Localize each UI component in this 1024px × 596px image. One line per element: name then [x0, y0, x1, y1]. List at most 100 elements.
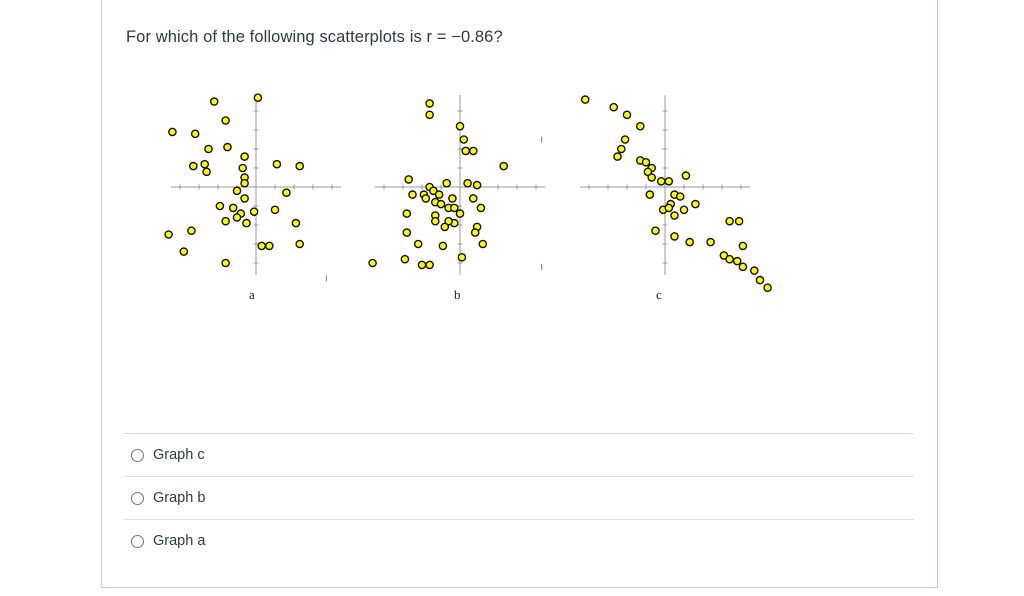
data-point: [242, 218, 251, 228]
data-point: [425, 260, 434, 270]
answer-option-graph-c[interactable]: Graph c: [124, 433, 914, 476]
data-point: [202, 167, 211, 177]
answer-option-graph-b[interactable]: Graph b: [124, 476, 914, 519]
data-point: [469, 194, 478, 203]
radio-button[interactable]: [131, 491, 144, 505]
data-point: [685, 237, 694, 247]
data-point: [295, 161, 304, 171]
data-point: [664, 203, 674, 213]
data-point: [282, 188, 291, 197]
data-point: [249, 207, 259, 216]
data-point: [209, 97, 219, 106]
data-point: [749, 266, 759, 275]
data-point: [440, 222, 450, 232]
data-point: [444, 216, 453, 226]
radio-button[interactable]: [131, 448, 144, 462]
radio-button[interactable]: [131, 534, 144, 548]
data-point: [253, 93, 263, 102]
data-point: [413, 239, 423, 249]
data-point: [732, 256, 742, 266]
data-point: [429, 186, 438, 196]
data-point: [402, 209, 412, 218]
data-point: [636, 121, 645, 131]
data-point: [651, 226, 660, 235]
data-point: [404, 175, 414, 184]
data-point: [643, 167, 653, 177]
data-point: [725, 254, 734, 264]
data-point: [499, 161, 508, 171]
answer-label: Graph c: [153, 447, 205, 463]
data-point: [647, 173, 656, 182]
data-point: [240, 152, 249, 161]
data-point: [755, 275, 765, 285]
data-point: [204, 144, 213, 154]
data-point: [461, 146, 470, 156]
data-point: [469, 146, 478, 156]
data-point: [168, 127, 177, 137]
data-point: [670, 232, 679, 241]
data-point: [450, 203, 459, 213]
data-point: [656, 177, 666, 186]
data-point: [620, 135, 630, 144]
scatterplots-area: a b c: [102, 0, 937, 319]
data-point: [221, 216, 230, 226]
data-point: [478, 239, 488, 249]
data-point: [179, 247, 189, 256]
data-point: [164, 230, 173, 239]
data-point: [763, 283, 772, 292]
data-point: [425, 110, 434, 120]
data-point: [257, 241, 266, 251]
data-point: [228, 203, 238, 213]
scatterplot-b-label: b: [454, 287, 461, 302]
data-point: [463, 178, 472, 188]
data-point: [719, 251, 729, 260]
data-point: [738, 241, 748, 251]
data-point: [400, 254, 410, 264]
scatterplot-b: [368, 95, 545, 275]
data-point: [675, 192, 685, 201]
data-point: [190, 129, 200, 139]
data-point: [476, 203, 486, 213]
answer-list: Graph c Graph b Graph a: [124, 433, 914, 562]
data-point: [232, 186, 242, 196]
data-point: [295, 239, 304, 249]
data-point: [200, 159, 210, 169]
data-point: [425, 99, 434, 108]
data-point: [215, 201, 225, 211]
data-point: [609, 102, 619, 112]
scatterplot-a: [164, 93, 341, 282]
data-point: [670, 211, 679, 220]
data-point: [613, 152, 622, 161]
data-point: [681, 171, 691, 180]
data-point: [706, 237, 715, 247]
data-point: [622, 110, 632, 120]
data-point: [691, 199, 700, 209]
data-point: [679, 205, 689, 215]
data-point: [738, 262, 748, 272]
data-point: [734, 216, 744, 226]
data-point: [641, 158, 651, 167]
data-point: [270, 205, 280, 215]
data-point: [438, 241, 448, 251]
data-point: [272, 159, 282, 169]
answer-label: Graph a: [153, 533, 206, 549]
data-point: [417, 260, 427, 270]
data-point: [402, 228, 412, 237]
data-point: [421, 194, 431, 203]
data-point: [436, 199, 446, 209]
data-point: [238, 163, 247, 173]
data-point: [223, 142, 232, 152]
data-point: [221, 116, 230, 125]
scatterplot-c: [580, 95, 772, 292]
data-point: [431, 216, 440, 226]
data-point: [448, 194, 457, 203]
data-point: [240, 194, 249, 203]
question-card: For which of the following scatterplots …: [101, 0, 938, 588]
scatterplot-c-label: c: [656, 287, 662, 302]
data-point: [188, 161, 198, 171]
data-point: [187, 226, 196, 235]
answer-option-graph-a[interactable]: Graph a: [124, 519, 914, 562]
answer-label: Graph b: [153, 490, 206, 506]
data-point: [457, 252, 467, 262]
data-point: [470, 228, 480, 237]
